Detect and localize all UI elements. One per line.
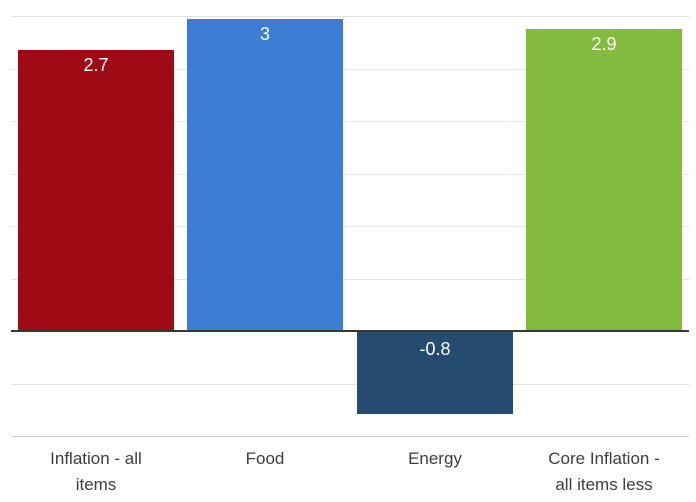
value-label-core-inflation-all-items-less: 2.9 <box>591 34 617 54</box>
x-axis-label-inflation-all-items: Inflation - all items <box>50 449 142 494</box>
zero-axis-line <box>11 330 689 332</box>
gridline--1 <box>11 436 689 437</box>
gridline-2.5 <box>11 69 689 70</box>
value-label-inflation-all-items: 2.7 <box>83 55 109 75</box>
bar-energy[interactable] <box>357 331 513 414</box>
x-axis-label-food: Food <box>245 449 285 468</box>
x-axis-label-core-inflation-all-items-less: Core Inflation - all items less <box>548 449 660 494</box>
gridline--0.5 <box>11 384 689 385</box>
gridline-3 <box>11 16 689 17</box>
bar-inflation-all-items[interactable] <box>18 50 174 331</box>
value-label-food: 3 <box>259 24 270 44</box>
x-axis-label-energy: Energy <box>408 449 462 468</box>
gridline-0.5 <box>11 279 689 280</box>
gridline-2 <box>11 121 689 122</box>
bar-food[interactable] <box>187 19 343 331</box>
bar-core-inflation-all-items-less[interactable] <box>526 29 682 331</box>
gridline-1 <box>11 226 689 227</box>
value-label-energy: -0.8 <box>419 339 451 359</box>
gridline-1.5 <box>11 174 689 175</box>
